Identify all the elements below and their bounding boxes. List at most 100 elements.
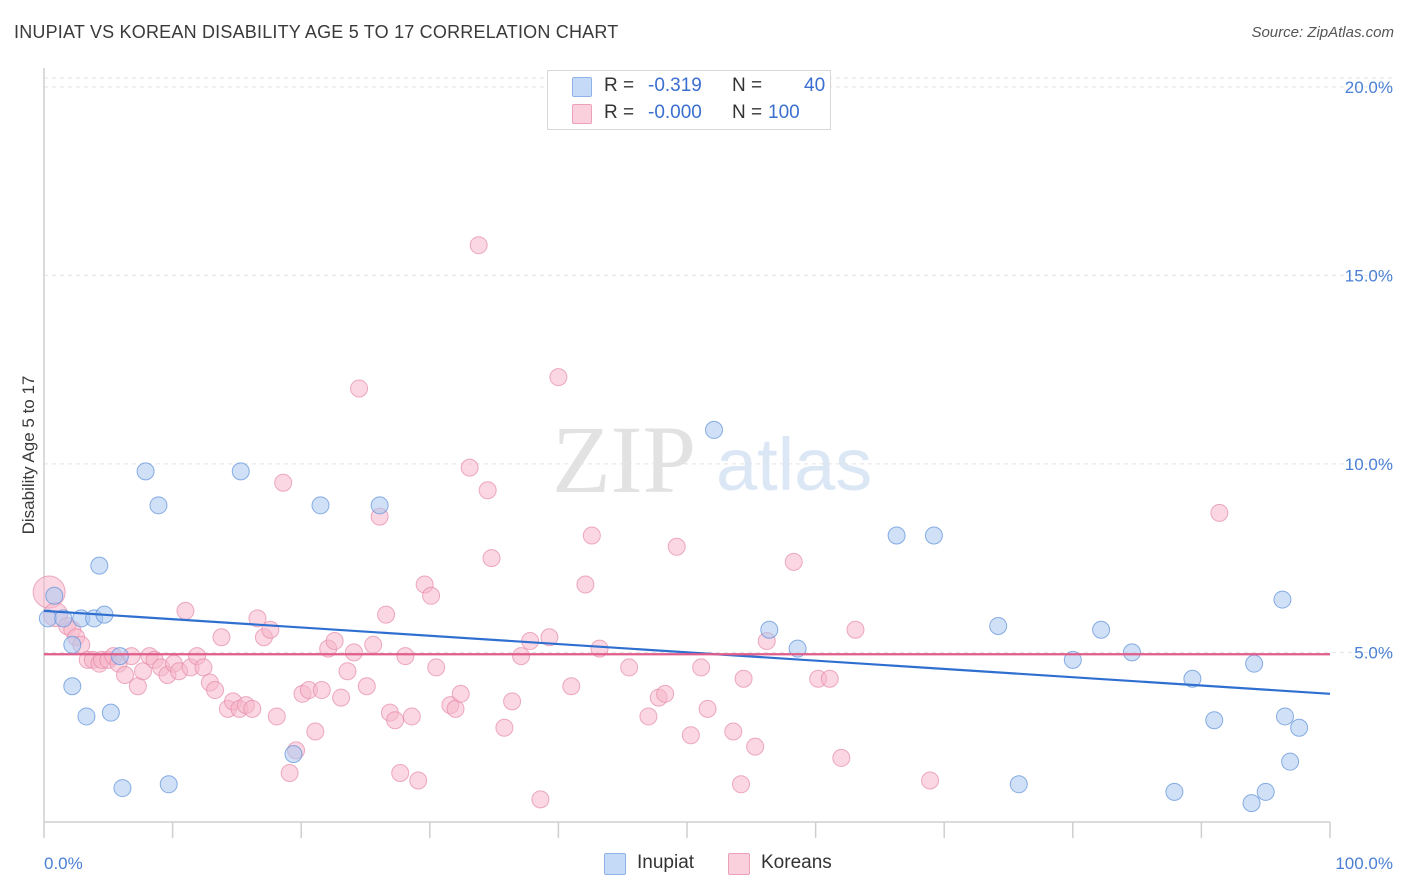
point-inupiat — [1290, 718, 1309, 737]
point-inupiat — [90, 556, 109, 575]
point-koreans — [422, 586, 441, 605]
point-koreans — [306, 722, 325, 741]
point-inupiat — [101, 703, 120, 722]
legend-r-label: R = — [604, 102, 635, 123]
point-koreans — [734, 669, 753, 688]
y-tick-label: 10.0% — [1345, 455, 1393, 474]
point-koreans — [248, 609, 267, 628]
point-koreans — [386, 711, 405, 730]
bottom-legend-swatch-inupiat — [604, 853, 626, 875]
point-inupiat — [54, 609, 73, 628]
bottom-legend-label-koreans: Koreans — [761, 852, 832, 873]
point-koreans — [312, 681, 331, 700]
bottom-legend-label-inupiat: Inupiat — [637, 852, 695, 873]
point-koreans — [409, 771, 428, 790]
point-koreans — [350, 379, 369, 398]
point-inupiat — [924, 526, 943, 545]
point-inupiat — [45, 586, 64, 605]
point-inupiat — [370, 496, 389, 515]
point-inupiat — [989, 616, 1008, 635]
point-koreans — [267, 707, 286, 726]
point-inupiat — [788, 639, 807, 658]
point-koreans — [732, 775, 751, 794]
point-inupiat — [1242, 794, 1261, 813]
point-koreans — [344, 643, 363, 662]
chart-title: INUPIAT VS KOREAN DISABILITY AGE 5 TO 17… — [14, 22, 619, 42]
point-inupiat — [760, 620, 779, 639]
point-inupiat — [1281, 752, 1300, 771]
series-koreans — [32, 236, 1229, 809]
gridlines — [44, 77, 1392, 653]
point-koreans — [656, 684, 675, 703]
point-inupiat — [1256, 782, 1275, 801]
point-koreans — [921, 771, 940, 790]
point-inupiat — [311, 496, 330, 515]
point-koreans — [784, 552, 803, 571]
point-inupiat — [63, 677, 82, 696]
point-koreans — [194, 658, 213, 677]
point-inupiat — [149, 496, 168, 515]
watermark-atlas: atlas — [716, 423, 872, 506]
point-inupiat — [1245, 654, 1264, 673]
point-inupiat — [77, 707, 96, 726]
point-koreans — [590, 639, 609, 658]
point-koreans — [531, 790, 550, 809]
point-inupiat — [1205, 711, 1224, 730]
legend-n-label: N = — [732, 75, 763, 96]
legend-n-value-inupiat: 40 — [804, 75, 826, 96]
legend-swatch-koreans — [572, 104, 592, 124]
trend-line-inupiat — [43, 609, 1331, 695]
legend-swatch-inupiat — [572, 77, 592, 97]
point-koreans — [576, 575, 595, 594]
point-koreans — [357, 677, 376, 696]
point-koreans — [206, 681, 225, 700]
point-koreans — [212, 628, 231, 647]
point-koreans — [549, 368, 568, 387]
y-tick-labels: 5.0% 10.0% 15.0% 20.0% — [1345, 78, 1393, 662]
point-koreans — [402, 707, 421, 726]
point-koreans — [540, 628, 559, 647]
y-tick-label: 5.0% — [1354, 643, 1393, 662]
bottom-legend-swatch-koreans — [728, 853, 750, 875]
point-inupiat — [1275, 707, 1294, 726]
point-koreans — [427, 658, 446, 677]
point-koreans — [482, 549, 501, 568]
point-koreans — [134, 662, 153, 681]
point-koreans — [325, 632, 344, 651]
source-label: Source: ZipAtlas.com — [1251, 24, 1394, 41]
point-koreans — [116, 665, 135, 684]
point-koreans — [280, 763, 299, 782]
point-koreans — [746, 737, 765, 756]
point-inupiat — [1183, 669, 1202, 688]
point-koreans — [698, 699, 717, 718]
point-koreans — [503, 692, 522, 711]
point-inupiat — [136, 462, 155, 481]
point-inupiat — [1165, 782, 1184, 801]
point-inupiat — [159, 775, 178, 794]
point-koreans — [377, 605, 396, 624]
point-koreans — [176, 601, 195, 620]
point-inupiat — [113, 779, 132, 798]
legend-r-value-inupiat: -0.319 — [648, 75, 702, 96]
point-inupiat — [110, 647, 129, 666]
point-koreans — [846, 620, 865, 639]
point-koreans — [820, 669, 839, 688]
x-tick-label-end: 100.0% — [1335, 854, 1393, 873]
point-koreans — [364, 635, 383, 654]
point-inupiat — [231, 462, 250, 481]
point-koreans — [451, 684, 470, 703]
point-koreans — [724, 722, 743, 741]
point-koreans — [832, 748, 851, 767]
point-inupiat — [705, 420, 724, 439]
legend-r-value-koreans: -0.000 — [648, 102, 702, 123]
point-koreans — [128, 677, 147, 696]
y-tick-label: 20.0% — [1345, 78, 1393, 97]
point-koreans — [332, 688, 351, 707]
point-koreans — [274, 473, 293, 492]
watermark: ZIP atlas — [552, 406, 872, 513]
x-tick-label-start: 0.0% — [44, 854, 83, 873]
point-inupiat — [1063, 650, 1082, 669]
point-koreans — [512, 647, 531, 666]
point-koreans — [1210, 503, 1229, 522]
